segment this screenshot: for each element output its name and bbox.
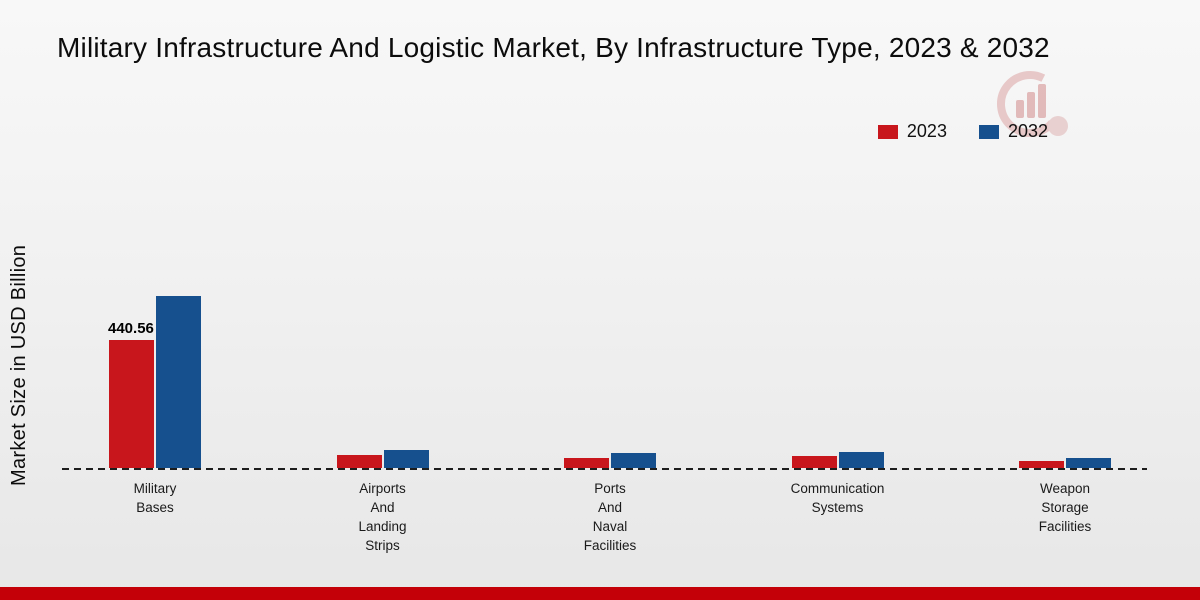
bar-2032-communication-systems xyxy=(838,452,884,468)
bar-2032-military-bases xyxy=(156,295,201,468)
plot-area: 440.56 Military Bases Airports And Landing… xyxy=(80,178,1140,553)
legend-label: 2032 xyxy=(1007,121,1048,141)
bar-2032-ports-and-naval-facilities xyxy=(611,452,656,468)
x-axis-baseline xyxy=(62,468,1147,470)
legend-label: 2023 xyxy=(906,121,947,141)
bar-2023-ports-and-naval-facilities xyxy=(564,457,609,468)
category-label-weapon-storage-facilities: Weapon Storage Facilities xyxy=(1038,481,1092,534)
bar-2023-airports-and-landing-strips xyxy=(336,455,382,468)
bar-2023-communication-systems xyxy=(791,456,837,468)
category-label-airports-and-landing-strips: Airports And Landing Strips xyxy=(358,481,407,553)
bar-group-airports-and-landing-strips: Airports And Landing Strips xyxy=(308,178,458,553)
bar-group-military-bases: 440.56 Military Bases xyxy=(80,178,230,515)
brand-logo-icon xyxy=(990,66,1076,144)
legend-swatch-2023 xyxy=(877,124,898,139)
legend-swatch-2032 xyxy=(978,124,999,139)
bar-group-communication-systems: Communication Systems xyxy=(763,178,913,515)
bar-group-weapon-storage-facilities: Weapon Storage Facilities xyxy=(990,178,1140,534)
bar-2023-weapon-storage-facilities xyxy=(1019,461,1064,468)
legend-item-2023: 2023 xyxy=(877,121,947,142)
legend-item-2032: 2032 xyxy=(978,121,1048,142)
footer-accent-bar xyxy=(0,587,1200,600)
category-label-ports-and-naval-facilities: Ports And Naval Facilities xyxy=(583,481,637,553)
bar-2023-military-bases: 440.56 xyxy=(108,320,154,468)
bar-2032-airports-and-landing-strips xyxy=(383,450,429,468)
category-label-military-bases: Military Bases xyxy=(133,481,177,515)
bar-group-ports-and-naval-facilities: Ports And Naval Facilities xyxy=(535,178,685,553)
chart-title: Military Infrastructure And Logistic Mar… xyxy=(57,32,1050,63)
y-axis-label: Market Size in USD Billion xyxy=(8,244,30,486)
legend: 2023 2032 xyxy=(877,121,1048,142)
data-label: 440.56 xyxy=(108,320,154,338)
category-label-communication-systems: Communication Systems xyxy=(790,481,885,515)
bar-2032-weapon-storage-facilities xyxy=(1066,457,1111,468)
